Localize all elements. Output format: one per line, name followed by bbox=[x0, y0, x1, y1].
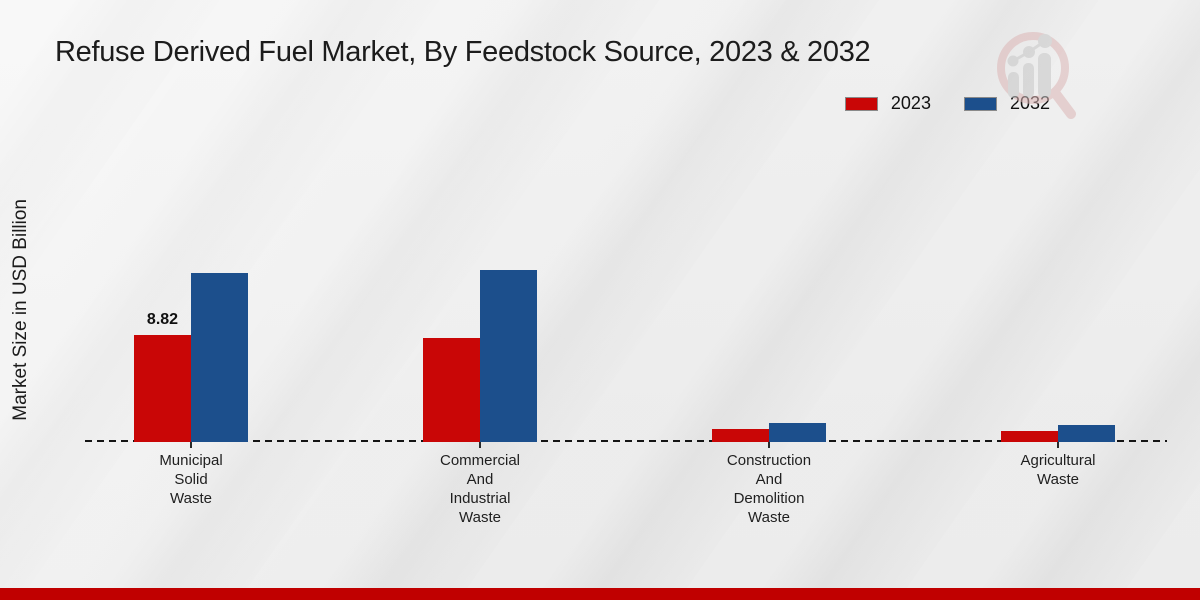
legend-swatch-2023 bbox=[844, 96, 878, 111]
magnifier-growth-chart-logo-icon bbox=[997, 32, 1076, 119]
bar-2023-municipal-solid-waste bbox=[134, 335, 191, 442]
category-label-construction-and-demolition-waste: Construction And Demolition Waste bbox=[726, 452, 812, 526]
x-tick-commercial-and-industrial-waste bbox=[479, 442, 481, 448]
legend-label-2023: 2023 bbox=[890, 93, 931, 113]
bar-value-label: 8.82 bbox=[146, 311, 179, 328]
bar-2032-agricultural-waste bbox=[1058, 425, 1115, 442]
legend-item-2023: 2023 bbox=[844, 93, 931, 114]
bar-2032-commercial-and-industrial-waste bbox=[480, 270, 537, 442]
bar-2023-construction-and-demolition-waste bbox=[712, 429, 769, 442]
x-tick-municipal-solid-waste bbox=[190, 442, 192, 448]
bar-2023-agricultural-waste bbox=[1001, 431, 1058, 442]
bar-2032-municipal-solid-waste bbox=[191, 273, 248, 442]
category-label-municipal-solid-waste: Municipal Solid Waste bbox=[159, 452, 223, 507]
category-label-commercial-and-industrial-waste: Commercial And Industrial Waste bbox=[439, 452, 520, 526]
category-label-agricultural-waste: Agricultural Waste bbox=[1020, 452, 1096, 488]
chart-title: Refuse Derived Fuel Market, By Feedstock… bbox=[55, 36, 871, 68]
x-tick-agricultural-waste bbox=[1057, 442, 1059, 448]
footer-accent-band bbox=[0, 588, 1200, 600]
legend-swatch-2032 bbox=[963, 96, 997, 111]
bar-2023-commercial-and-industrial-waste bbox=[423, 338, 480, 442]
x-axis-baseline bbox=[85, 440, 1167, 442]
x-tick-construction-and-demolition-waste bbox=[768, 442, 770, 448]
bar-2032-construction-and-demolition-waste bbox=[769, 423, 826, 442]
